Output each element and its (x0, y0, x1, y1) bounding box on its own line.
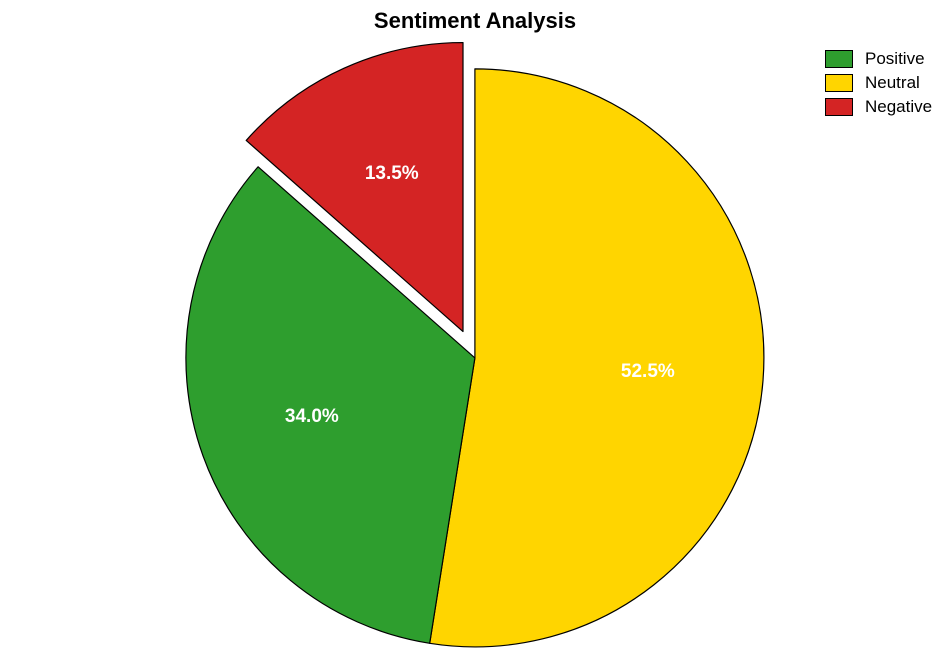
pie-slice-label-positive: 34.0% (285, 406, 339, 428)
legend-swatch-positive (825, 50, 853, 68)
legend-item-neutral: Neutral (825, 71, 932, 95)
pie-slice-label-negative: 13.5% (365, 163, 419, 185)
legend-label-positive: Positive (865, 49, 925, 69)
legend-label-negative: Negative (865, 97, 932, 117)
legend: Positive Neutral Negative (825, 47, 932, 119)
chart-title: Sentiment Analysis (0, 8, 950, 34)
legend-item-positive: Positive (825, 47, 932, 71)
chart-container: Sentiment Analysis Positive Neutral Negati… (0, 0, 950, 662)
legend-swatch-negative (825, 98, 853, 116)
legend-item-negative: Negative (825, 95, 932, 119)
legend-label-neutral: Neutral (865, 73, 920, 93)
pie-slice-neutral (430, 69, 764, 647)
legend-swatch-neutral (825, 74, 853, 92)
pie-slice-label-neutral: 52.5% (621, 361, 675, 383)
pie-chart (153, 36, 797, 662)
